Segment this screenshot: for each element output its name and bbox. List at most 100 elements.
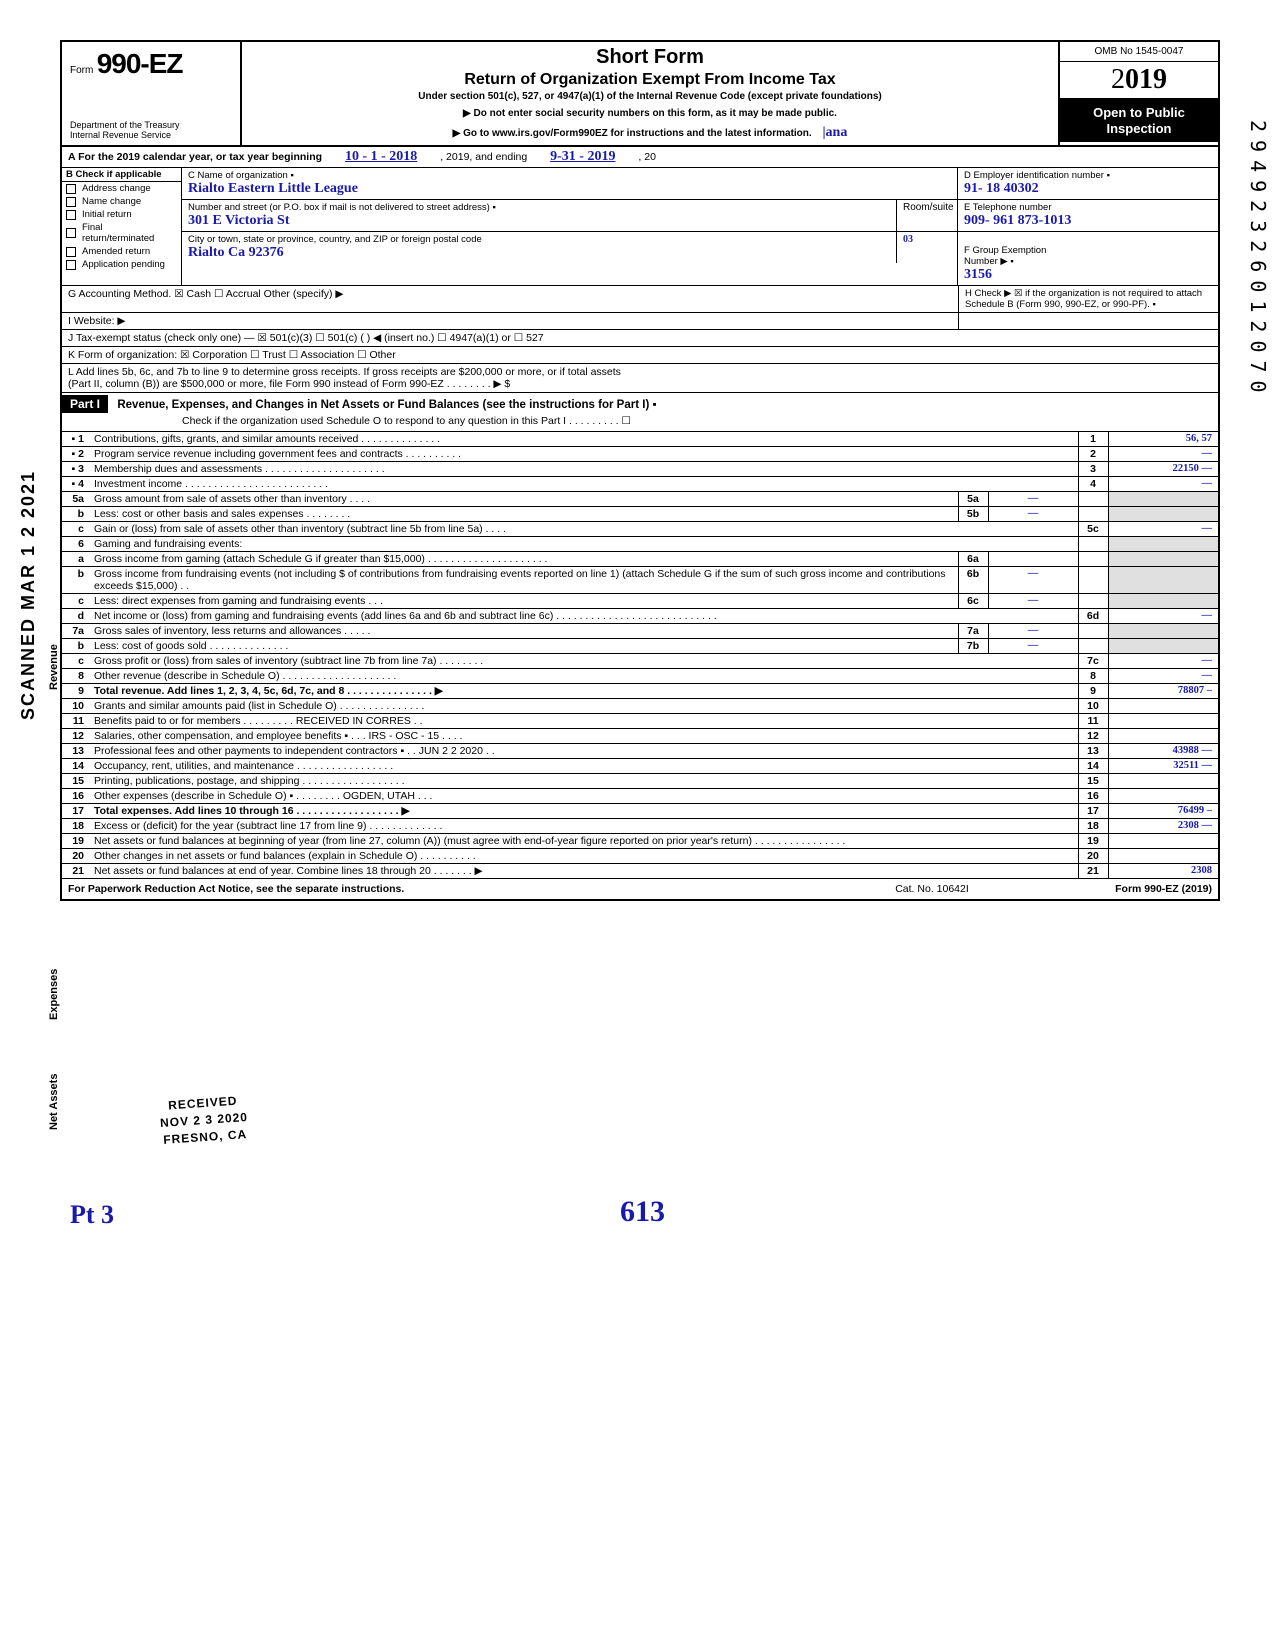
form-990ez: Form 990-EZ Department of the Treasury I… [60,40,1220,901]
scanned-stamp: SCANNED MAR 1 2 2021 [18,470,39,720]
line-6d: dNet income or (loss) from gaming and fu… [62,609,1218,624]
col-c-nameaddr: C Name of organization ▪ Rialto Eastern … [182,168,958,285]
lbl-amended: Amended return [82,246,150,257]
group-exempt-value: 3156 [964,267,992,282]
line-6b: bGross income from fundraising events (n… [62,567,1218,594]
tax-year: 2019 [1060,62,1218,99]
line-a-period: A For the 2019 calendar year, or tax yea… [62,147,1218,168]
period-end: 9-31 - 2019 [550,149,615,164]
margin-613: 613 [620,1195,665,1229]
note-goto-text: ▶ Go to www.irs.gov/Form990EZ for instru… [453,128,812,139]
line-5b: bLess: cost or other basis and sales exp… [62,507,1218,522]
line-13: 13Professional fees and other payments t… [62,744,1218,759]
line-15: 15Printing, publications, postage, and s… [62,774,1218,789]
line-5c: cGain or (loss) from sale of assets othe… [62,522,1218,537]
ein-label: D Employer identification number ▪ [964,170,1212,181]
org-name-value: Rialto Eastern Little League [188,181,358,196]
open-to-public: Open to Public Inspection [1060,99,1218,142]
title-subtitle: Return of Organization Exempt From Incom… [252,71,1048,89]
line-1: ▪ 1Contributions, gifts, grants, and sim… [62,432,1218,447]
line-2: ▪ 2Program service revenue including gov… [62,447,1218,462]
omb-number: OMB No 1545-0047 [1060,42,1218,62]
line-6a: aGross income from gaming (attach Schedu… [62,552,1218,567]
line-10: 10Grants and similar amounts paid (list … [62,699,1218,714]
period-begin: 10 - 1 - 2018 [345,149,417,164]
year-prefix: 2 [1111,64,1125,95]
chk-address[interactable] [66,184,76,194]
block-identity: B Check if applicable Address change Nam… [62,168,1218,286]
line-7b: bLess: cost of goods sold . . . . . . . … [62,639,1218,654]
part1-badge: Part I [62,395,108,413]
line-6c: cLess: direct expenses from gaming and f… [62,594,1218,609]
form-prefix: Form [70,65,93,76]
lbl-address-change: Address change [82,183,151,194]
footer-paperwork: For Paperwork Reduction Act Notice, see … [68,883,832,895]
section-expenses-label: Expenses [48,969,60,1020]
line-12: 12Salaries, other compensation, and empl… [62,729,1218,744]
row-j-status: J Tax-exempt status (check only one) — ☒… [62,330,1218,347]
line-3: ▪ 3Membership dues and assessments . . .… [62,462,1218,477]
org-name-label: C Name of organization ▪ [188,170,951,181]
chk-name[interactable] [66,197,76,207]
lbl-final: Final return/terminated [82,222,177,244]
website-label: I Website: ▶ [62,313,958,329]
margin-iana: |ana [822,125,847,140]
line-4: ▪ 4Investment income . . . . . . . . . .… [62,477,1218,492]
chk-final[interactable] [66,228,76,238]
line-6-hdr: 6Gaming and fundraising events: [62,537,1218,552]
phone-label: E Telephone number [964,202,1212,213]
line-16: 16Other expenses (describe in Schedule O… [62,789,1218,804]
line-8: 8Other revenue (describe in Schedule O) … [62,669,1218,684]
part1-title: Revenue, Expenses, and Changes in Net As… [111,399,662,411]
row-k-form: K Form of organization: ☒ Corporation ☐ … [62,347,1218,364]
row-g-h: G Accounting Method. ☒ Cash ☐ Accrual Ot… [62,286,1218,313]
city-label: City or town, state or province, country… [188,234,890,245]
ein-value: 91- 18 40302 [964,181,1039,196]
chk-amended[interactable] [66,247,76,257]
margin-right-code: 29492326012070 [1246,120,1270,401]
city-value: Rialto Ca 92376 [188,245,284,260]
section-revenue-label: Revenue [48,644,60,690]
accounting-method: G Accounting Method. ☒ Cash ☐ Accrual Ot… [62,286,958,312]
line-a-mid: , 2019, and ending [440,151,527,163]
chk-initial[interactable] [66,210,76,220]
lbl-initial: Initial return [82,209,132,220]
year-suffix: 019 [1125,64,1167,95]
group-exempt-label: F Group Exemption Number ▶ ▪ [964,245,1046,267]
row-l-gross: L Add lines 5b, 6c, and 7b to line 9 to … [62,364,1218,393]
title-short-form: Short Form [252,46,1048,69]
line-19: 19Net assets or fund balances at beginni… [62,834,1218,849]
received-stamp: RECEIVED NOV 2 3 2020 FRESNO, CA [158,1092,249,1148]
margin-pt3: Pt 3 [70,1200,114,1230]
line-a-label: A For the 2019 calendar year, or tax yea… [68,151,322,163]
part1-header-row: Part I Revenue, Expenses, and Changes in… [62,393,1218,432]
note-ssn: ▶ Do not enter social security numbers o… [252,108,1048,119]
line-18: 18Excess or (deficit) for the year (subt… [62,819,1218,834]
col-b-checkboxes: B Check if applicable Address change Nam… [62,168,182,285]
room-label: Room/suite [903,202,954,213]
lbl-pending: Application pending [82,259,165,270]
schedule-b-cont [958,313,1218,329]
title-under: Under section 501(c), 527, or 4947(a)(1)… [252,91,1048,102]
phone-value: 909- 961 873-1013 [964,213,1071,228]
line-9: 9Total revenue. Add lines 1, 2, 3, 4, 5c… [62,684,1218,699]
form-number: 990-EZ [97,48,183,79]
note-goto: ▶ Go to www.irs.gov/Form990EZ for instru… [252,125,1048,141]
street-label: Number and street (or P.O. box if mail i… [188,202,890,213]
row-i-website: I Website: ▶ [62,313,1218,330]
line-14: 14Occupancy, rent, utilities, and mainte… [62,759,1218,774]
street-value: 301 E Victoria St [188,213,290,228]
chk-pending[interactable] [66,260,76,270]
line-5a: 5aGross amount from sale of assets other… [62,492,1218,507]
form-footer: For Paperwork Reduction Act Notice, see … [62,879,1218,899]
block-b-header: B Check if applicable [66,169,162,180]
footer-catno: Cat. No. 10642I [832,883,1032,895]
dept-treasury: Department of the Treasury Internal Reve… [70,121,180,141]
lbl-name-change: Name change [82,196,141,207]
city-code: 03 [897,232,957,263]
line-a-tail: , 20 [638,151,656,163]
col-def: D Employer identification number ▪ 91- 1… [958,168,1218,285]
header-right: OMB No 1545-0047 2019 Open to Public Ins… [1058,42,1218,145]
footer-formref: Form 990-EZ (2019) [1032,883,1212,895]
form-header: Form 990-EZ Department of the Treasury I… [62,42,1218,147]
